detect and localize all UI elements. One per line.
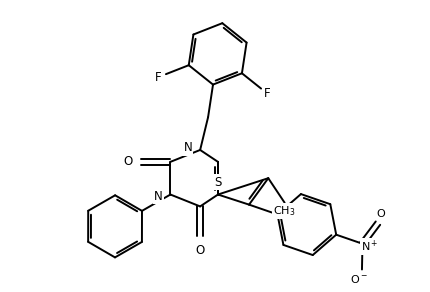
Text: S: S — [214, 175, 221, 189]
Text: O: O — [196, 244, 205, 257]
Text: F: F — [155, 71, 162, 84]
Text: O: O — [377, 209, 386, 219]
Text: N: N — [154, 190, 163, 203]
Text: O: O — [124, 155, 133, 168]
Text: CH$_3$: CH$_3$ — [273, 204, 296, 218]
Text: N$^+$: N$^+$ — [361, 239, 379, 254]
Text: N: N — [184, 142, 192, 154]
Text: O$^-$: O$^-$ — [350, 273, 368, 285]
Text: F: F — [264, 87, 270, 100]
